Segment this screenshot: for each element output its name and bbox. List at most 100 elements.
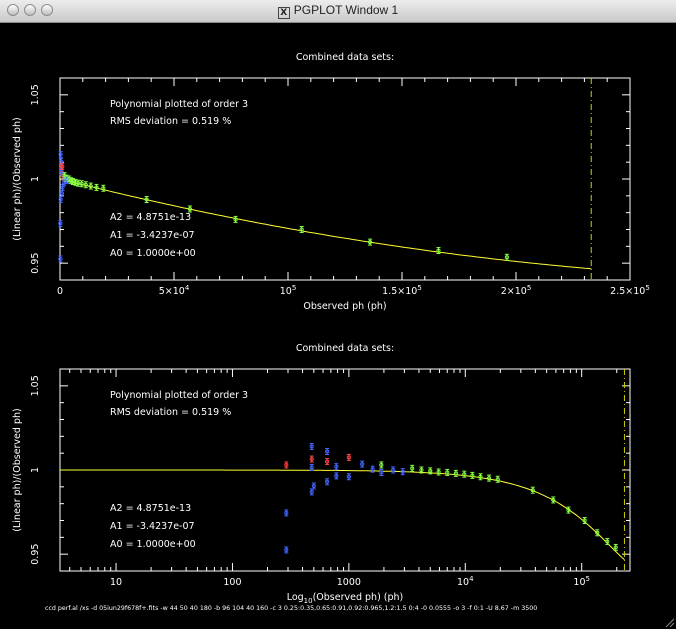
data-point: [324, 447, 330, 455]
y-tick-label: 0.95: [30, 544, 41, 565]
y-tick-label: 1: [30, 176, 41, 182]
data-point: [445, 469, 450, 477]
x-tick-label: 105: [573, 575, 590, 588]
data-point: [419, 466, 424, 474]
data-point: [58, 151, 63, 159]
x-tick-label: 104: [457, 575, 474, 588]
data-point: [530, 486, 535, 494]
data-point: [613, 543, 618, 551]
data-point: [478, 473, 483, 481]
data-point: [79, 180, 84, 188]
x11-icon: X: [277, 7, 290, 19]
coefficient-text: A1 = -3.4237e-07: [110, 230, 195, 241]
coefficient-text: A0 = 1.0000e+00: [110, 539, 196, 550]
y-axis-label: (Linear ph)/(Observed ph): [12, 117, 23, 240]
data-point: [400, 468, 405, 476]
y-tick-label: 1.05: [30, 84, 41, 105]
data-point: [88, 182, 93, 190]
data-point: [299, 226, 304, 233]
window-titlebar[interactable]: X PGPLOT Window 1: [0, 0, 676, 23]
data-point: [187, 205, 193, 213]
data-point: [605, 538, 610, 546]
data-point: [551, 496, 556, 504]
fit-curve: [60, 469, 625, 561]
data-point: [311, 482, 316, 490]
data-point: [284, 546, 289, 554]
data-point: [391, 466, 396, 474]
data-point: [324, 478, 330, 486]
chart-panel-1: Combined data sets: 0.95 1 1.05 0 5×104 105 1.5…: [12, 52, 650, 312]
data-point: [309, 455, 314, 463]
y-axis-label: (Linear ph)/(Observed ph): [12, 408, 23, 531]
rms-deviation-text: RMS deviation = 0.519 %: [110, 407, 231, 418]
data-point: [346, 473, 351, 481]
data-point: [101, 184, 106, 192]
data-point: [144, 196, 149, 204]
data-point: [94, 183, 99, 191]
data-point: [462, 470, 467, 478]
data-point: [470, 471, 475, 479]
polynomial-order-text: Polynomial plotted of order 3: [110, 390, 248, 401]
rms-deviation-text: RMS deviation = 0.519 %: [110, 116, 231, 127]
window-title: X PGPLOT Window 1: [0, 3, 676, 19]
x-axis-label: Log10(Observed ph) (ph): [287, 592, 404, 603]
data-point: [504, 253, 509, 261]
zoom-window-button[interactable]: [41, 4, 53, 16]
x-tick-label: 2.5×105: [610, 284, 650, 297]
data-point: [410, 464, 415, 472]
y-tick-label: 1: [30, 467, 41, 473]
data-point: [379, 461, 384, 469]
data-point: [582, 517, 587, 524]
data-point: [566, 506, 571, 514]
close-window-button[interactable]: [7, 4, 19, 16]
x-tick-label: 100: [223, 577, 241, 588]
data-point: [595, 529, 600, 537]
data-point: [428, 467, 433, 475]
data-point: [360, 460, 365, 468]
data-point: [495, 475, 500, 483]
data-point: [309, 488, 314, 496]
y-tick-label: 1.05: [30, 375, 41, 396]
x-tick-label: 2×105: [501, 284, 532, 297]
x-tick-label: 105: [280, 284, 297, 297]
data-point: [83, 181, 88, 189]
data-point: [309, 442, 314, 450]
data-point: [334, 463, 339, 471]
y-tick-label: 0.95: [30, 253, 41, 274]
x-tick-label: 1.5×105: [382, 284, 422, 297]
resize-grip-icon[interactable]: [663, 616, 675, 628]
chart-title: Combined data sets:: [296, 52, 394, 63]
data-point: [367, 238, 373, 246]
data-point: [284, 461, 289, 469]
polynomial-order-text: Polynomial plotted of order 3: [110, 99, 248, 110]
minimize-window-button[interactable]: [24, 4, 36, 16]
coefficient-text: A2 = 4.8751e-13: [110, 503, 191, 514]
data-point: [324, 458, 330, 466]
data-point: [379, 469, 384, 477]
data-point: [370, 465, 375, 473]
data-point: [309, 463, 314, 471]
chart-panel-2: Combined data sets: 0.95 1 1.05 10 100 1000 104…: [12, 343, 631, 603]
chart-title: Combined data sets:: [296, 343, 394, 354]
x-tick-label: 1000: [337, 577, 361, 588]
data-point: [233, 215, 238, 223]
data-point: [70, 178, 76, 186]
coefficient-text: A0 = 1.0000e+00: [110, 248, 196, 259]
coefficient-text: A2 = 4.8751e-13: [110, 212, 191, 223]
data-point: [58, 196, 63, 204]
data-point: [334, 472, 339, 480]
x-axis-label: Observed ph (ph): [303, 301, 386, 312]
data-point: [58, 220, 63, 228]
coefficient-text: A1 = -3.4237e-07: [110, 521, 195, 532]
data-point: [436, 468, 441, 476]
command-line-text: ccd perf.al /xs -d 05iun29f678f+.fits -w…: [45, 605, 538, 612]
data-point: [60, 162, 65, 170]
data-point: [73, 178, 78, 186]
x-tick-label: 5×104: [159, 284, 190, 297]
pgplot-canvas: Combined data sets: 0.95 1 1.05 0 5×104 105 1.5…: [12, 52, 650, 603]
data-point: [453, 469, 458, 477]
data-point: [486, 474, 492, 482]
x-tick-label: 10: [110, 577, 122, 588]
data-point: [284, 509, 289, 517]
data-point: [58, 255, 63, 263]
